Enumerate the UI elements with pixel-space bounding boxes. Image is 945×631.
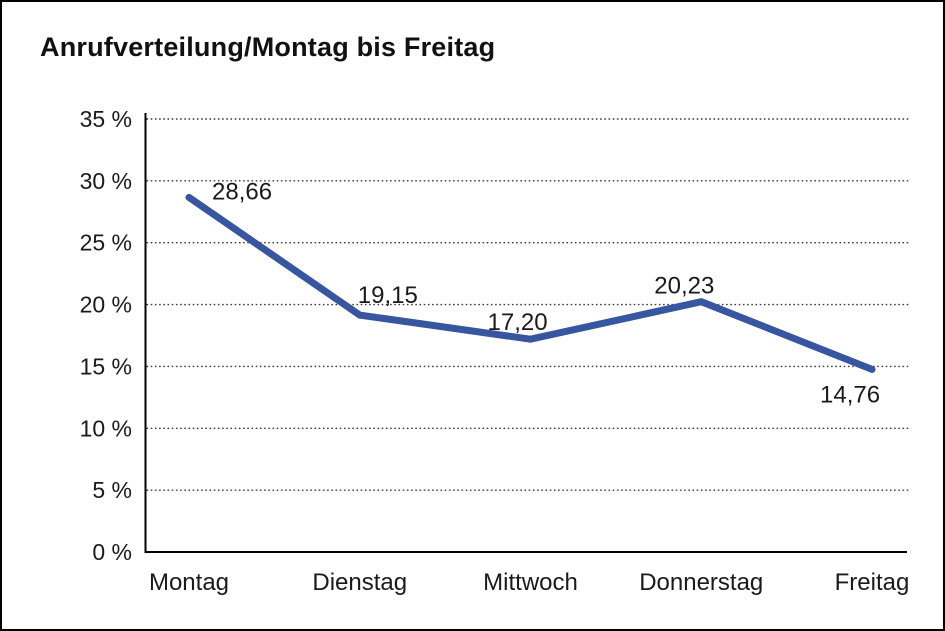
chart-title: Anrufverteilung/Montag bis Freitag [40,32,496,62]
data-point-label-montag: 28,66 [212,178,272,205]
y-tick-label-10: 10 % [80,415,132,441]
x-category-label-freitag: Freitag [835,569,910,596]
data-series-line [185,193,876,373]
y-tick-label-30: 30 % [80,168,132,194]
x-category-label-donnerstag: Donnerstag [639,569,763,596]
data-point-label-freitag: 14,76 [820,381,880,408]
y-tick-label-35: 35 % [80,106,132,132]
data-point-label-mittwoch: 17,20 [488,309,548,336]
data-point-label-donnerstag: 20,23 [654,273,714,300]
y-tick-label-0: 0 % [92,539,132,565]
y-tick-label-5: 5 % [92,477,132,503]
y-tick-label-20: 20 % [80,292,132,318]
data-point-label-dienstag: 19,15 [358,282,418,309]
x-category-label-mittwoch: Mittwoch [483,569,578,596]
y-tick-label-15: 15 % [80,353,132,379]
x-category-label-montag: Montag [149,569,229,596]
x-category-label-dienstag: Dienstag [312,569,407,596]
y-tick-label-25: 25 % [80,230,132,256]
